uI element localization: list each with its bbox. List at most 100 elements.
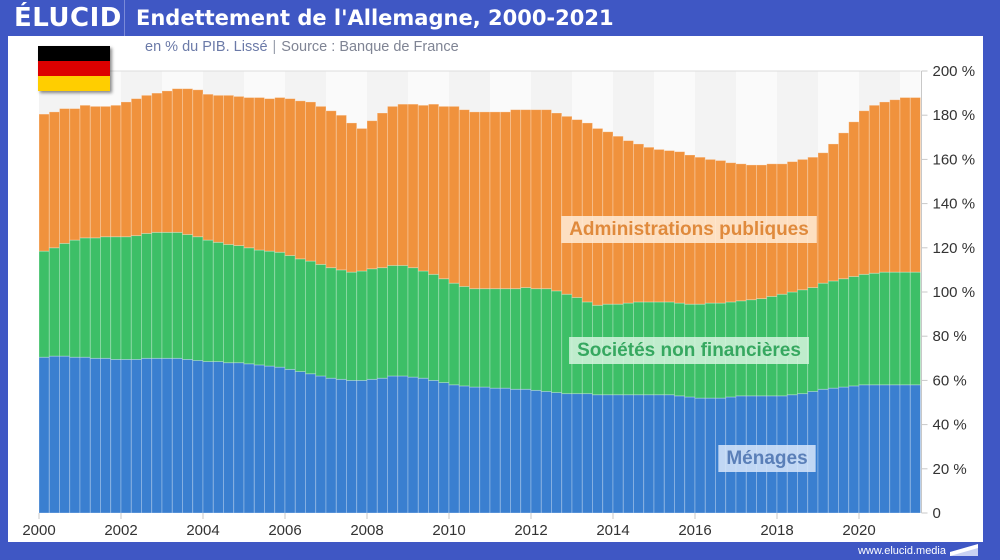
bar-segment-administrations — [89, 105, 101, 239]
bar-segment-societes — [315, 263, 327, 377]
bar-segment-societes — [305, 260, 317, 375]
bar-segment-administrations — [909, 97, 921, 273]
bar-segment-menages — [633, 394, 645, 514]
bar-segment-societes — [356, 270, 368, 381]
x-tick-label: 2016 — [678, 522, 711, 539]
flag-stripe-red — [38, 61, 110, 76]
bar-segment-administrations — [38, 113, 50, 252]
bar-segment-menages — [407, 376, 419, 514]
bar-segment-menages — [274, 366, 286, 514]
series-label: Administrations publiques — [569, 219, 809, 240]
bar-segment-menages — [581, 393, 593, 514]
bar-segment-societes — [868, 272, 880, 386]
y-tick-label: 60 % — [933, 372, 967, 389]
bar-segment-societes — [899, 271, 911, 386]
bar-segment-administrations — [571, 119, 583, 298]
bar-segment-menages — [192, 360, 204, 514]
footer-url[interactable]: www.elucid.media — [857, 545, 946, 557]
bar-segment-administrations — [284, 98, 296, 256]
bar-segment-menages — [551, 392, 563, 514]
bar-segment-administrations — [305, 101, 317, 262]
bar-segment-societes — [223, 244, 235, 364]
bar-segment-menages — [89, 357, 101, 514]
bar-segment-societes — [202, 239, 214, 363]
bar-segment-menages — [243, 363, 255, 514]
bar-segment-menages — [448, 384, 460, 514]
bar-segment-menages — [684, 396, 696, 514]
bar-segment-menages — [387, 375, 399, 514]
y-tick-label: 120 % — [933, 240, 976, 257]
bar-segment-menages — [561, 393, 573, 514]
bar-segment-menages — [848, 385, 860, 514]
bar-segment-societes — [479, 288, 491, 388]
bar-segment-menages — [141, 357, 153, 514]
bar-segment-administrations — [407, 103, 419, 269]
bar-segment-societes — [469, 288, 481, 388]
bar-segment-menages — [899, 384, 911, 514]
bar-segment-administrations — [264, 98, 276, 252]
bar-segment-societes — [182, 234, 194, 360]
bar-segment-administrations — [428, 103, 440, 275]
bar-segment-administrations — [458, 109, 470, 287]
bar-segment-societes — [264, 250, 276, 367]
bar-segment-menages — [366, 378, 378, 514]
bar-segment-administrations — [120, 101, 132, 238]
bar-segment-menages — [223, 362, 235, 514]
bar-segment-administrations — [79, 104, 91, 239]
series-label-background — [718, 445, 816, 472]
bar-segment-societes — [489, 288, 501, 389]
y-tick-label: 160 % — [933, 151, 976, 168]
header-bar: ÉLUCID Endettement de l'Allemagne, 2000-… — [0, 0, 1000, 36]
bar-segment-menages — [827, 387, 839, 514]
header-divider — [124, 0, 125, 36]
bar-segment-administrations — [479, 111, 491, 290]
bar-segment-administrations — [294, 100, 306, 260]
bar-segment-administrations — [438, 105, 450, 280]
bar-segment-menages — [120, 359, 132, 514]
bar-segment-menages — [663, 394, 675, 514]
bar-segment-administrations — [499, 111, 511, 290]
bar-segment-administrations — [868, 104, 880, 274]
bar-segment-administrations — [489, 111, 501, 290]
bar-segment-administrations — [817, 152, 829, 284]
bar-segment-administrations — [253, 97, 265, 251]
bar-segment-societes — [69, 239, 81, 358]
bar-segment-administrations — [69, 108, 81, 241]
bar-segment-administrations — [212, 94, 224, 243]
bar-segment-administrations — [387, 105, 399, 266]
bar-segment-societes — [889, 271, 901, 386]
bar-segment-administrations — [315, 105, 327, 265]
flag-stripe-black — [38, 46, 110, 61]
flag-stripe-gold — [38, 76, 110, 91]
bar-segment-societes — [838, 278, 850, 388]
bar-segment-administrations — [561, 115, 573, 295]
bar-segment-administrations — [397, 103, 409, 266]
bar-segment-societes — [848, 276, 860, 387]
bar-segment-societes — [110, 236, 122, 360]
bar-segment-administrations — [848, 121, 860, 277]
bar-segment-societes — [100, 236, 112, 359]
bar-segment-societes — [130, 235, 142, 360]
bar-segment-societes — [192, 236, 204, 361]
elucid-mark-icon — [950, 544, 978, 556]
bar-segment-menages — [59, 355, 71, 514]
x-tick-label: 2006 — [268, 522, 301, 539]
bar-segment-administrations — [899, 97, 911, 273]
bar-segment-administrations — [223, 94, 235, 245]
bar-segment-administrations — [551, 112, 563, 292]
bar-segment-societes — [141, 233, 153, 359]
bar-segment-societes — [909, 271, 921, 386]
bar-segment-administrations — [827, 143, 839, 282]
bar-segment-administrations — [110, 104, 122, 238]
bar-segment-menages — [909, 384, 921, 514]
bar-segment-menages — [130, 359, 142, 514]
bar-segment-societes — [807, 287, 819, 392]
subtitle-separator: | — [272, 39, 277, 55]
bar-segment-administrations — [366, 120, 378, 270]
bar-segment-societes — [79, 237, 91, 358]
bar-segment-administrations — [356, 128, 368, 272]
bar-segment-societes — [827, 280, 839, 389]
bar-segment-societes — [387, 265, 399, 377]
bar-segment-societes — [510, 288, 522, 390]
